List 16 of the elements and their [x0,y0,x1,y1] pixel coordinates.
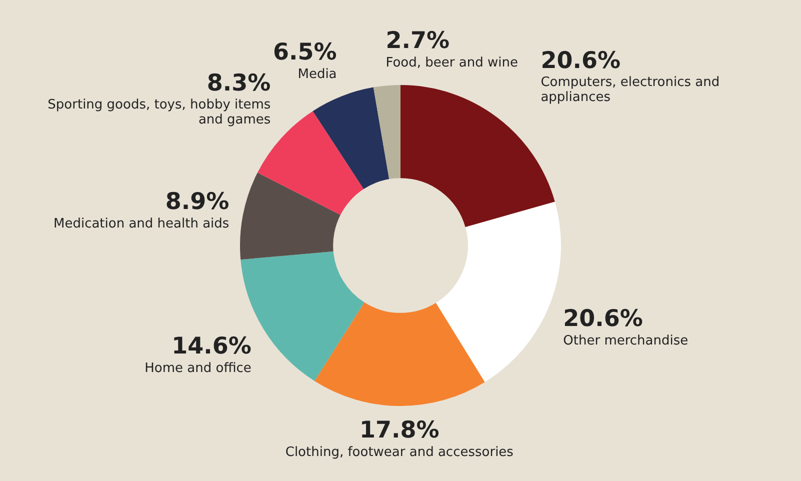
slice-label: Medication and health aids [53,216,230,232]
data-label: 2.7% [386,28,450,54]
slice-label: Home and office [144,361,252,376]
slice-label: Sporting goods, toys, hobby items and games [48,98,271,128]
data-label: 14.6% [172,334,252,360]
data-label: 20.6% [563,306,643,332]
data-label: 20.6% [540,48,621,74]
slice-label: Other merchandise [563,334,688,349]
slice-label: Clothing, footwear and accessories [285,444,514,460]
data-label: 8.9% [165,189,230,216]
data-label: 6.5% [272,40,337,66]
slice-label: Computers, electronics and appliances [540,75,720,106]
data-label: 8.3% [206,70,271,96]
data-label: 17.8% [360,417,440,444]
slice-label: Food, beer and wine [386,56,518,70]
slice-label: Media [298,66,337,82]
